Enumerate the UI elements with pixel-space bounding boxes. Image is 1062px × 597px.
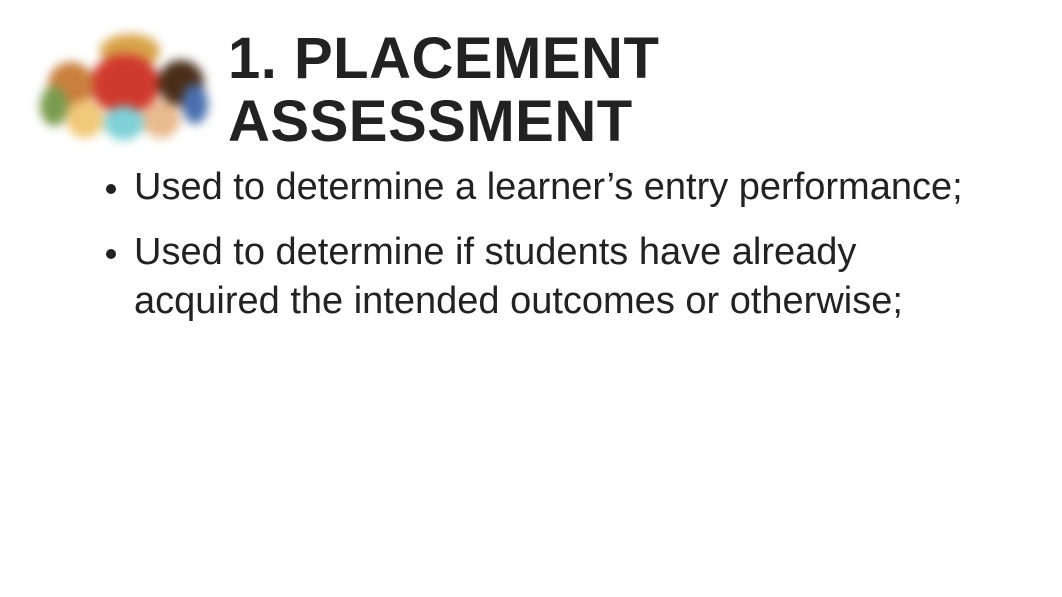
bullet-list: Used to determine a learner’s entry perf… [0,153,1062,325]
bullet-ul: Used to determine a learner’s entry perf… [100,163,1002,325]
illustration-blob [104,106,144,140]
illustration-blob [142,100,180,138]
bullet-item: Used to determine a learner’s entry perf… [100,163,1002,212]
slide-title: 1. PLACEMENT ASSESSMENT [228,28,1022,153]
illustration-blob [40,86,68,126]
bullet-text: Used to determine a learner’s entry perf… [134,166,963,208]
bullet-text: Used to determine if students have alrea… [134,231,903,322]
slide-header: 1. PLACEMENT ASSESSMENT [0,0,1062,153]
slide: 1. PLACEMENT ASSESSMENT Used to determin… [0,0,1062,597]
bullet-item: Used to determine if students have alrea… [100,228,1002,325]
people-illustration [40,34,210,144]
illustration-blob [182,84,208,124]
illustration-blob [66,100,104,138]
